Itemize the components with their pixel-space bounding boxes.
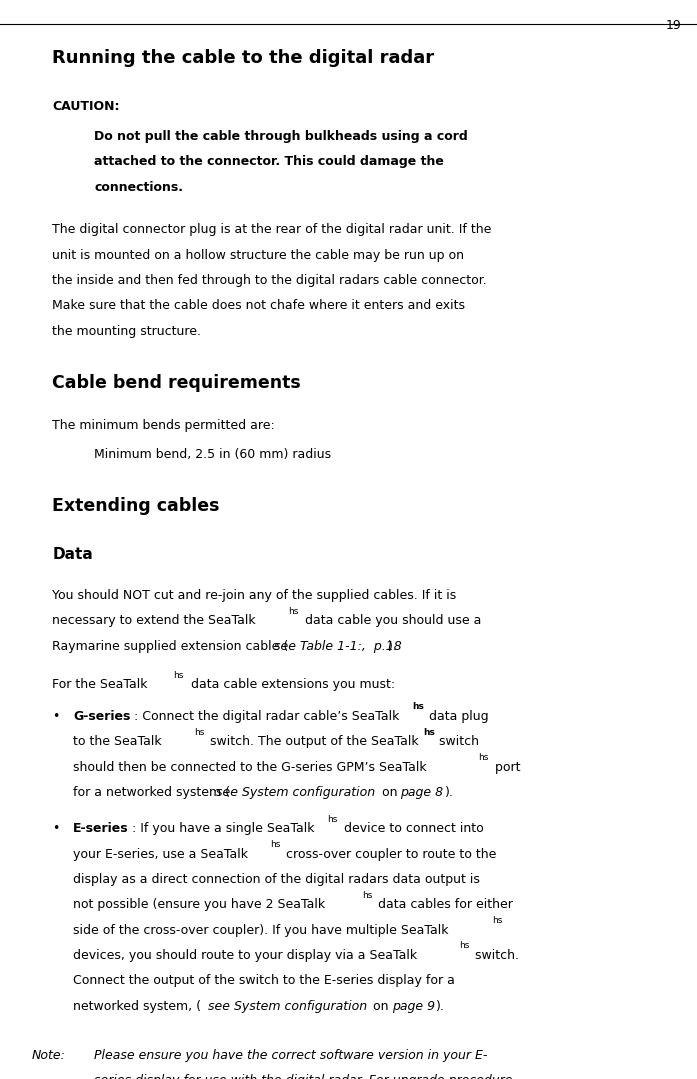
Text: Make sure that the cable does not chafe where it enters and exits: Make sure that the cable does not chafe … [52, 299, 466, 313]
Text: : Connect the digital radar cable’s SeaTalk: : Connect the digital radar cable’s SeaT… [134, 710, 399, 723]
Text: hs: hs [270, 839, 281, 849]
Text: •: • [52, 822, 60, 835]
Text: switch.: switch. [471, 948, 519, 962]
Text: your E-series, use a SeaTalk: your E-series, use a SeaTalk [73, 847, 248, 861]
Text: data cables for either: data cables for either [374, 898, 513, 912]
Text: display as a direct connection of the digital radars data output is: display as a direct connection of the di… [73, 873, 480, 886]
Text: connections.: connections. [94, 180, 183, 194]
Text: Connect the output of the switch to the E-series display for a: Connect the output of the switch to the … [73, 974, 455, 987]
Text: hs: hs [413, 702, 424, 711]
Text: hs: hs [459, 941, 469, 951]
Text: attached to the connector. This could damage the: attached to the connector. This could da… [94, 155, 444, 168]
Text: networked system, (: networked system, ( [73, 999, 201, 1013]
Text: Note:: Note: [31, 1049, 66, 1062]
Text: •: • [52, 710, 60, 723]
Text: hs: hs [328, 815, 338, 823]
Text: switch. The output of the SeaTalk: switch. The output of the SeaTalk [206, 735, 419, 749]
Text: Cable bend requirements: Cable bend requirements [52, 373, 301, 392]
Text: to the SeaTalk: to the SeaTalk [73, 735, 162, 749]
Text: ).: ). [436, 999, 445, 1013]
Text: see Table 1-1:,  p.18: see Table 1-1:, p.18 [274, 640, 401, 653]
Text: data cable you should use a: data cable you should use a [301, 614, 482, 628]
Text: The digital connector plug is at the rear of the digital radar unit. If the: The digital connector plug is at the rea… [52, 223, 491, 236]
Text: CAUTION:: CAUTION: [52, 100, 120, 113]
Text: hs: hs [362, 890, 372, 900]
Text: Extending cables: Extending cables [52, 497, 220, 516]
Text: For the SeaTalk: For the SeaTalk [52, 678, 148, 692]
Text: the inside and then fed through to the digital radars cable connector.: the inside and then fed through to the d… [52, 274, 487, 287]
Text: hs: hs [174, 670, 184, 680]
Text: port: port [491, 761, 520, 774]
Text: on: on [369, 999, 393, 1013]
Text: ).: ). [384, 640, 397, 653]
Text: E-series: E-series [73, 822, 129, 835]
Text: side of the cross-over coupler). If you have multiple SeaTalk: side of the cross-over coupler). If you … [73, 924, 449, 937]
Text: data plug: data plug [425, 710, 489, 723]
Text: cross-over coupler to route to the: cross-over coupler to route to the [282, 847, 497, 861]
Text: hs: hs [194, 727, 204, 737]
Text: page 9: page 9 [392, 999, 435, 1013]
Text: Do not pull the cable through bulkheads using a cord: Do not pull the cable through bulkheads … [94, 131, 468, 144]
Text: not possible (ensure you have 2 SeaTalk: not possible (ensure you have 2 SeaTalk [73, 898, 325, 912]
Text: ).: ). [445, 786, 454, 800]
Text: necessary to extend the SeaTalk: necessary to extend the SeaTalk [52, 614, 256, 628]
Text: hs: hs [423, 727, 435, 737]
Text: 19: 19 [666, 19, 682, 32]
Text: Minimum bend, 2.5 in (60 mm) radius: Minimum bend, 2.5 in (60 mm) radius [94, 448, 331, 462]
Text: G-series: G-series [73, 710, 130, 723]
Text: unit is mounted on a hollow structure the cable may be run up on: unit is mounted on a hollow structure th… [52, 248, 464, 262]
Text: switch: switch [435, 735, 479, 749]
Text: see System configuration: see System configuration [208, 999, 367, 1013]
Text: Data: Data [52, 546, 93, 561]
Text: device to connect into: device to connect into [340, 822, 484, 835]
Text: hs: hs [478, 753, 489, 762]
Text: for a networked system (: for a networked system ( [73, 786, 230, 800]
Text: devices, you should route to your display via a SeaTalk: devices, you should route to your displa… [73, 948, 418, 962]
Text: the mounting structure.: the mounting structure. [52, 325, 201, 338]
Text: The minimum bends permitted are:: The minimum bends permitted are: [52, 419, 275, 432]
Text: should then be connected to the G-series GPM’s SeaTalk: should then be connected to the G-series… [73, 761, 427, 774]
Text: Please ensure you have the correct software version in your E-: Please ensure you have the correct softw… [94, 1049, 487, 1062]
Text: data cable extensions you must:: data cable extensions you must: [187, 678, 395, 692]
Text: on: on [378, 786, 401, 800]
Text: hs: hs [288, 606, 298, 616]
Text: page 8: page 8 [400, 786, 443, 800]
Text: series display for use with the digital radar. For upgrade procedure: series display for use with the digital … [94, 1074, 512, 1079]
Text: You should NOT cut and re-join any of the supplied cables. If it is: You should NOT cut and re-join any of th… [52, 589, 457, 602]
Text: Running the cable to the digital radar: Running the cable to the digital radar [52, 49, 434, 67]
Text: hs: hs [492, 916, 503, 925]
Text: : If you have a single SeaTalk: : If you have a single SeaTalk [132, 822, 315, 835]
Text: Raymarine supplied extension cable (: Raymarine supplied extension cable ( [52, 640, 289, 653]
Text: see System configuration: see System configuration [216, 786, 375, 800]
